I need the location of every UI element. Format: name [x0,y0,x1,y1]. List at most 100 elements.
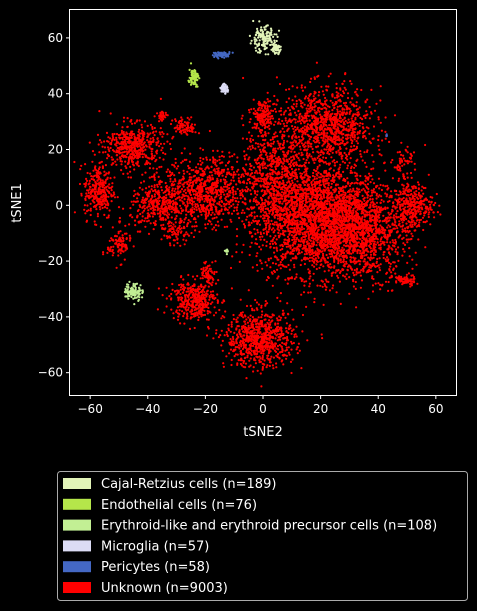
data-point [360,182,363,185]
data-point [259,248,263,251]
data-point [303,183,306,186]
data-point [331,287,334,290]
data-point [308,138,311,141]
data-point [345,105,348,108]
data-point [355,268,358,271]
data-point [328,162,332,165]
data-point [271,222,274,226]
data-point [325,243,328,246]
data-point [388,234,392,237]
data-point [302,220,306,223]
data-point [343,123,346,126]
data-point [307,227,310,230]
data-point [374,243,377,246]
data-point [371,284,375,287]
data-point [377,229,380,233]
data-point [372,228,375,231]
data-point [296,225,299,228]
data-point [316,208,319,211]
data-point [291,221,294,224]
data-point [285,330,288,333]
data-point [295,227,299,230]
data-point [322,132,325,136]
data-point [353,240,356,243]
data-point [365,203,368,206]
data-point [281,229,285,232]
data-point [326,140,329,143]
data-point [235,235,239,238]
data-point [311,174,314,177]
data-point [220,344,223,347]
data-point [329,144,333,148]
data-point [363,151,366,154]
data-point [277,147,280,150]
data-point [360,239,364,243]
data-point [378,148,381,151]
data-point [313,123,316,126]
data-point [329,139,332,142]
data-point [290,234,293,237]
data-point [320,149,323,152]
data-point [287,346,290,349]
data-point [303,280,306,283]
data-point [265,366,268,369]
data-point [360,203,363,206]
data-point [306,201,309,204]
data-point [370,209,373,212]
data-point [262,228,265,231]
data-point [354,204,357,207]
data-point [378,266,381,269]
data-point [325,85,328,88]
data-point [332,284,335,287]
data-point [384,137,387,140]
data-point [318,187,321,190]
data-point [379,85,382,88]
data-point [326,132,329,135]
data-point [287,227,290,230]
data-point [324,140,327,143]
data-point [305,154,308,157]
data-point [296,229,299,232]
data-point [307,242,311,245]
data-point [277,275,280,278]
data-point [269,235,272,238]
data-point [381,220,384,223]
data-point [334,143,337,146]
data-point [345,138,348,141]
data-point [349,109,352,113]
data-point [355,211,358,214]
data-point [340,113,343,116]
data-point [341,246,344,249]
data-point [291,227,294,230]
data-point [328,202,331,205]
data-point [360,201,364,204]
data-point [278,229,281,232]
data-point [392,201,395,204]
data-point [317,131,320,134]
data-point [330,239,333,242]
data-point [363,199,366,202]
data-point [355,177,358,180]
data-point [316,253,319,256]
data-point [331,237,334,240]
data-point [361,118,364,121]
data-point [349,101,352,104]
data-point [272,367,275,370]
data-point [285,100,288,104]
data-point [344,238,347,241]
data-point [283,234,286,237]
data-point [303,120,306,123]
data-point [319,242,322,245]
data-point [359,153,362,156]
data-point [347,248,350,251]
data-point [317,107,320,110]
data-point [281,359,284,362]
data-point [276,98,279,101]
data-point [325,162,328,165]
data-point [229,330,232,333]
data-point [404,229,407,232]
data-point [261,337,264,340]
data-point [232,313,235,317]
data-point [283,134,286,137]
data-point [367,178,370,181]
